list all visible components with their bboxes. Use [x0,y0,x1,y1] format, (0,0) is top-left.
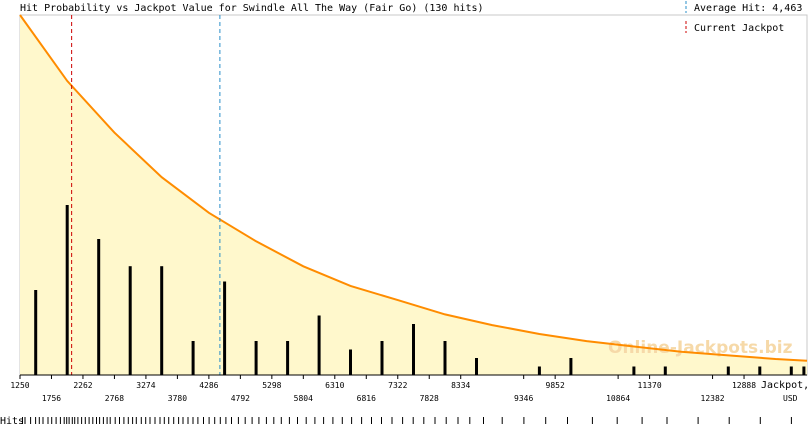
hit-bar-15 [537,366,541,375]
hit-bar-8 [286,341,290,375]
x-tick-label-14: 8334 [451,381,470,390]
watermark-text: Online-Jackpots.biz [608,338,793,358]
hit-bar-20 [758,366,762,375]
x-axis-unit: USD [783,394,798,403]
x-tick-label-15: 9346 [514,394,533,403]
hit-bar-2 [97,239,101,375]
x-tick-label-20: 12888 [732,381,756,390]
x-tick-label-7: 4792 [231,394,250,403]
x-tick-label-6: 4286 [199,381,218,390]
x-axis-label: Jackpot, [761,380,809,391]
x-axis-ticks: 1250 1756 2262 2768 3274 3780 4286 4792 5298 5804… [10,375,756,403]
x-tick-label-17: 10864 [606,394,630,403]
legend-current-jackpot: Current Jackpot [694,23,784,34]
x-tick-label-0: 1250 [10,381,29,390]
hits-rug-label: Hits [0,416,24,425]
x-tick-label-19: 12382 [701,394,725,403]
hit-bar-7 [254,341,258,375]
hit-bar-14 [475,358,478,375]
x-tick-label-9: 5804 [294,394,313,403]
x-tick-label-4: 3274 [136,381,155,390]
legend-average-hit: Average Hit: 4,463 [694,3,802,14]
hit-bar-19 [726,366,730,375]
hit-bars [34,205,806,375]
x-tick-label-12: 7322 [388,381,407,390]
hit-bar-6 [223,281,227,375]
hit-bar-0 [34,290,38,375]
x-tick-label-18: 11370 [638,381,662,390]
chart-title: Hit Probability vs Jackpot Value for Swi… [20,3,484,14]
hit-bar-16 [569,358,573,375]
hit-bar-22 [802,366,806,375]
x-tick-label-3: 2768 [105,394,124,403]
hit-bar-9 [317,315,321,375]
x-tick-label-11: 6816 [357,394,376,403]
hit-bar-3 [128,266,132,375]
x-tick-label-16: 9852 [546,381,565,390]
hit-bar-17 [632,366,636,375]
hit-bar-1 [65,205,69,375]
hit-bar-11 [380,341,384,375]
x-tick-label-5: 3780 [168,394,187,403]
probability-curve [19,14,808,362]
hit-bar-5 [191,341,195,375]
x-tick-label-2: 2262 [73,381,92,390]
x-tick-label-13: 7828 [420,394,439,403]
x-tick-label-1: 1756 [42,394,61,403]
x-tick-label-8: 5298 [262,381,281,390]
probability-area [20,15,807,375]
hits-rug [22,417,792,424]
hit-bar-21 [789,366,793,375]
hit-bar-10 [349,349,352,375]
x-tick-label-10: 6310 [325,381,344,390]
hit-bar-4 [160,266,164,375]
hit-bar-12 [412,324,415,375]
hit-bar-18 [663,366,667,375]
hit-bar-13 [443,341,447,375]
